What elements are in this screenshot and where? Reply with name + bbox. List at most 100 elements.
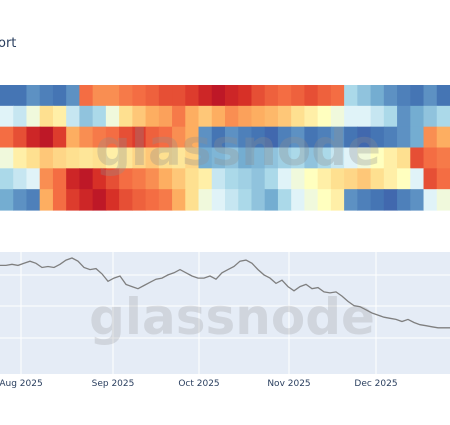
- heatmap-cell: [119, 147, 133, 169]
- heatmap-cell: [225, 189, 239, 211]
- heatmap-cell: [172, 168, 186, 190]
- heatmap-cell: [185, 189, 200, 211]
- heatmap-cell: [52, 147, 67, 169]
- heatmap-cell: [172, 147, 186, 169]
- heatmap-cell: [397, 85, 411, 107]
- heatmap-cell: [383, 168, 398, 190]
- heatmap-cell: [264, 105, 279, 128]
- chart-title: ort: [0, 36, 17, 51]
- heatmap-cell: [397, 105, 411, 128]
- heatmap-cell: [105, 168, 120, 190]
- heatmap-cell: [185, 147, 200, 169]
- heatmap-cell: [145, 189, 160, 211]
- heatmap-cell: [410, 105, 425, 128]
- heatmap-cell: [423, 168, 438, 190]
- heatmap-cell: [410, 189, 425, 211]
- heatmap-cell: [132, 147, 147, 169]
- heatmap-cell: [92, 147, 107, 169]
- heatmap-cell: [304, 168, 319, 190]
- heatmap-cell: [291, 189, 306, 211]
- heatmap-cell: [344, 105, 358, 128]
- heatmap-cell: [344, 126, 358, 149]
- heatmap-cell: [26, 189, 41, 211]
- heatmap-cell: [383, 105, 398, 128]
- heatmap-cell: [397, 189, 411, 211]
- heatmap-cell: [291, 126, 306, 149]
- heatmap-cell: [225, 147, 239, 169]
- heatmap-cell: [357, 147, 372, 169]
- heatmap-cell: [119, 85, 133, 107]
- heatmap-cell: [26, 85, 41, 107]
- heatmap-cell: [132, 85, 147, 107]
- heatmap-cell: [277, 168, 292, 190]
- heatmap-watermark: glassnode: [95, 119, 381, 177]
- heatmap-cell: [277, 189, 292, 211]
- heatmap-cell: [145, 85, 160, 107]
- heatmap-cell: [330, 126, 345, 149]
- heatmap-cell: [410, 168, 425, 190]
- heatmap-cell: [436, 85, 450, 107]
- heatmap-cell: [39, 105, 54, 128]
- heatmap-cell: [357, 105, 372, 128]
- heatmap-cell: [238, 168, 253, 190]
- heatmap-cell: [370, 147, 385, 169]
- heatmap-cell: [423, 105, 438, 128]
- heatmap-cell: [39, 126, 54, 149]
- heatmap-cell: [0, 126, 14, 149]
- heatmap-cell: [52, 126, 67, 149]
- heatmap-cell: [304, 147, 319, 169]
- heatmap-cell: [211, 189, 226, 211]
- heatmap-cell: [172, 85, 186, 107]
- heatmap-cell: [423, 126, 438, 149]
- heatmap-cell: [317, 168, 332, 190]
- heatmap-cell: [119, 189, 133, 211]
- heatmap-cell: [172, 126, 186, 149]
- heatmap-cell: [52, 189, 67, 211]
- heatmap-cell: [185, 85, 200, 107]
- heatmap-cell: [344, 147, 358, 169]
- heatmap-cell: [370, 85, 385, 107]
- heatmap-cell: [238, 105, 253, 128]
- heatmap-cell: [119, 168, 133, 190]
- heatmap-cell: [92, 85, 107, 107]
- heatmap-cell: [330, 85, 345, 107]
- heatmap-cell: [225, 85, 239, 107]
- heatmap-cell: [304, 126, 319, 149]
- heatmap-cell: [145, 147, 160, 169]
- heatmap-cell: [383, 147, 398, 169]
- heatmap-cell: [291, 85, 306, 107]
- heatmap-cell: [105, 147, 120, 169]
- heatmap-cell: [370, 105, 385, 128]
- line-gridlines: [0, 252, 450, 374]
- heatmap-cell: [383, 189, 398, 211]
- heatmap-cell: [251, 189, 266, 211]
- heatmap-cell: [211, 168, 226, 190]
- heatmap-cell: [158, 168, 173, 190]
- heatmap-cell: [436, 147, 450, 169]
- heatmap-cell: [158, 126, 173, 149]
- heatmap-cell: [211, 126, 226, 149]
- heatmap-cell: [383, 85, 398, 107]
- heatmap-cell: [317, 85, 332, 107]
- heatmap-cell: [198, 147, 213, 169]
- heatmap-cell: [79, 85, 94, 107]
- heatmap-cell: [238, 189, 253, 211]
- x-tick-label: Oct 2025: [178, 379, 219, 389]
- heatmap-cell: [330, 105, 345, 128]
- heatmap-cell: [436, 189, 450, 211]
- heatmap-cell: [277, 85, 292, 107]
- heatmap-cell: [277, 126, 292, 149]
- heatmap-cell: [39, 168, 54, 190]
- line-plot-area: [0, 252, 450, 374]
- line-watermark: glassnode: [89, 288, 375, 346]
- heatmap-cell: [291, 105, 306, 128]
- heatmap-cell: [105, 85, 120, 107]
- heatmap-cell: [66, 168, 81, 190]
- heatmap-cell: [410, 85, 425, 107]
- heatmap-cell: [344, 85, 358, 107]
- heatmap-cell: [264, 85, 279, 107]
- heatmap-cell: [26, 168, 41, 190]
- heatmap-cell: [119, 105, 133, 128]
- heatmap-cell: [277, 147, 292, 169]
